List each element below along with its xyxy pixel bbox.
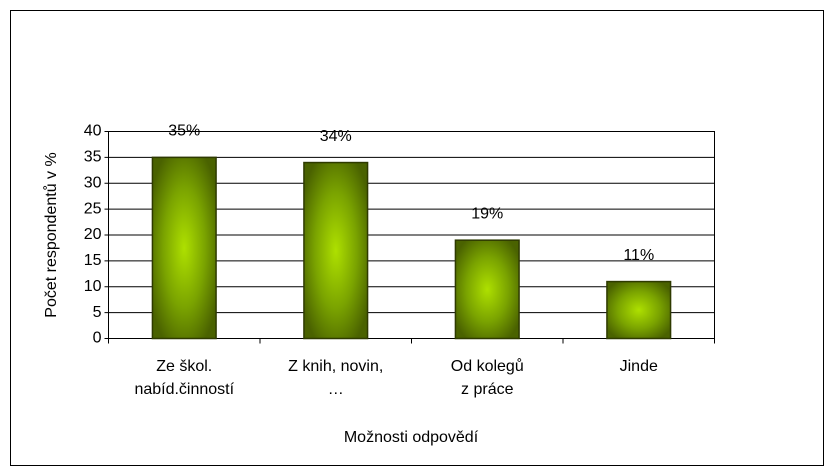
data-label: 11% [623,247,654,264]
bar [151,156,217,340]
y-tick-label: 25 [84,200,102,217]
bar [606,280,672,340]
y-tick-label: 40 [84,123,102,140]
x-tick-label: Jinde [620,358,658,375]
y-tick-label: 35 [84,149,102,166]
y-axis-label: Počet respondentů v % [42,152,60,317]
y-tick-label: 0 [93,330,102,347]
bar [454,239,520,340]
x-tick-label: Z knih, novin, [288,358,383,375]
y-tick-label: 15 [84,252,102,269]
y-tick-label: 5 [93,304,102,321]
x-tick-label: … [328,381,344,398]
data-label: 19% [471,205,503,222]
x-tick-label: nabíd.činností [134,381,234,398]
x-tick-label: Od kolegů [451,357,524,375]
y-tick-label: 20 [84,226,102,243]
x-tick-label: z práce [461,381,514,398]
y-tick-label: 10 [84,278,102,295]
data-label: 34% [320,128,352,145]
x-axis-label: Možnosti odpovědí [344,429,479,446]
data-label: 35% [168,123,200,140]
bar [303,161,369,340]
x-tick-label: Ze škol. [156,358,212,375]
y-tick-label: 30 [84,174,102,191]
